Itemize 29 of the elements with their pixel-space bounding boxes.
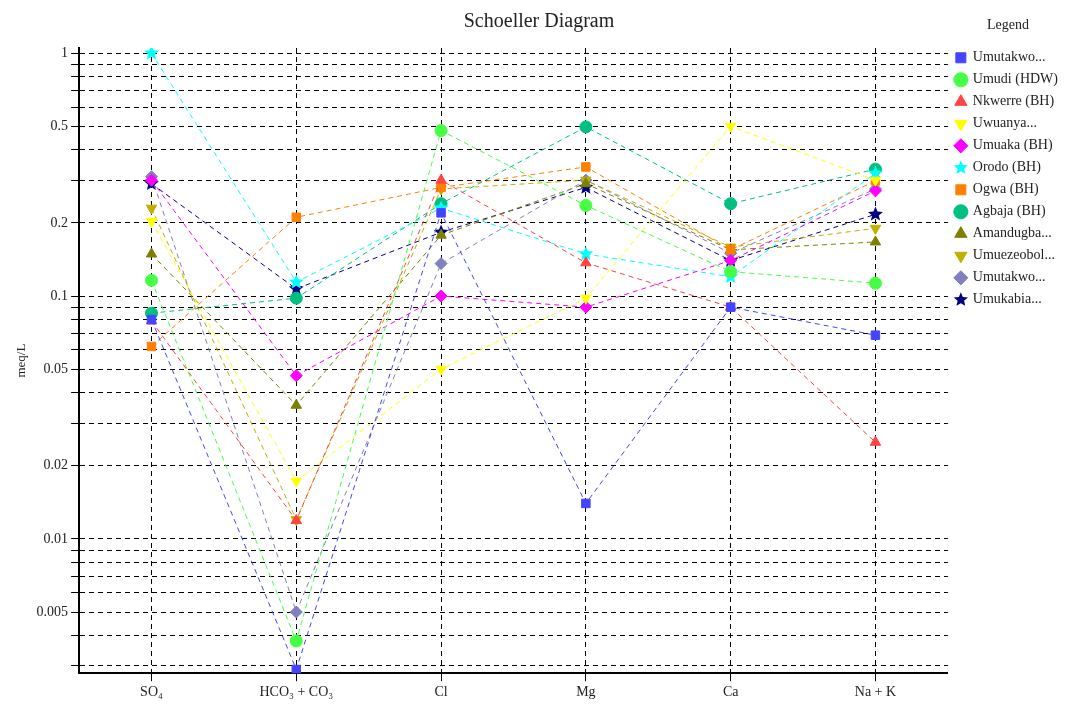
legend-label: Uwuanya... — [972, 115, 1038, 131]
x-tick-label: HCO₃ + CO₃ — [259, 684, 334, 700]
x-tick-label: Ca — [722, 684, 740, 700]
legend-label: Agbaja (BH) — [972, 203, 1046, 220]
legend-label: Umukabia... — [972, 291, 1042, 307]
y-axis-title: meq/L — [13, 343, 29, 378]
legend-label: Umutakwo... — [972, 49, 1046, 65]
legend-label: Ogwa (BH) — [972, 181, 1039, 198]
legend-label: Nkwerre (BH) — [972, 93, 1055, 110]
legend-label: Umutakwo... — [972, 269, 1046, 285]
y-tick-label: 0.1 — [50, 287, 69, 303]
x-tick-label: SO₄ — [140, 684, 163, 700]
y-tick-label: 0.02 — [43, 457, 69, 473]
y-tick-label: 0.5 — [50, 117, 69, 133]
chart-title: Schoeller Diagram — [463, 9, 615, 33]
x-tick-label: Na + K — [854, 684, 897, 700]
legend-label: Umudi (HDW) — [972, 71, 1059, 88]
legend-label: Amandugba... — [972, 225, 1052, 241]
y-tick-label: 1 — [61, 44, 69, 60]
legend-label: Umuezeobol... — [972, 247, 1055, 263]
legend-label: Umuaka (BH) — [972, 137, 1053, 154]
legend-label: Orodo (BH) — [972, 159, 1042, 176]
y-tick-label: 0.2 — [50, 214, 69, 230]
y-tick-label: 0.01 — [43, 530, 69, 546]
x-tick-label: Mg — [576, 684, 596, 700]
x-tick-label: Cl — [434, 684, 448, 700]
y-tick-label: 0.05 — [43, 360, 69, 376]
legend-title: Legend — [986, 16, 1029, 32]
y-tick-label: 0.005 — [36, 603, 69, 619]
